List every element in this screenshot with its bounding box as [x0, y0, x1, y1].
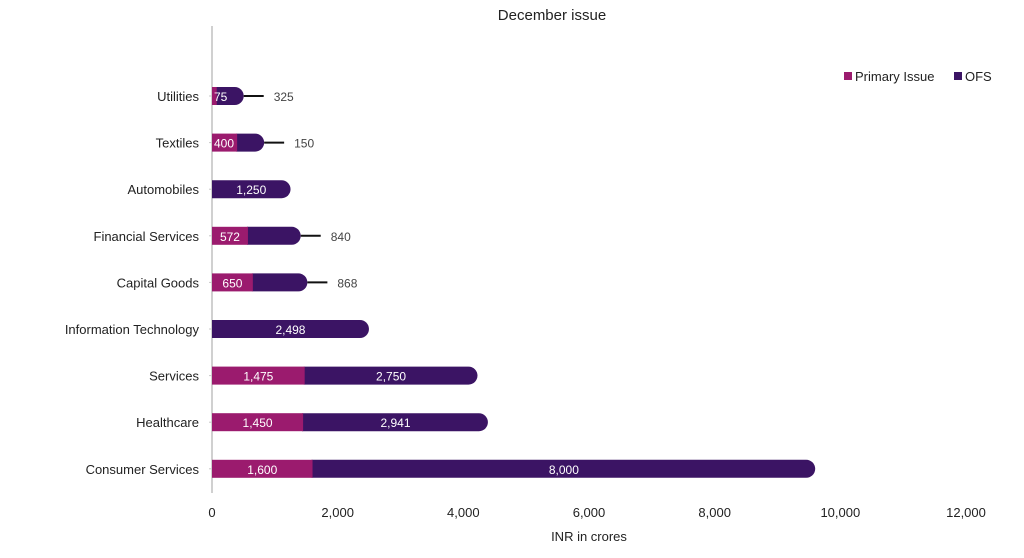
bar-ofs-healthcare [302, 413, 488, 432]
bar-primary-issue-capital-goods [212, 273, 253, 292]
data-label-primary-issue-services: 1,475 [243, 370, 273, 384]
bars: 325 75 150 400 1,250 840 572 868 650 2,498 2,750 1,… [209, 87, 816, 478]
data-label-primary-issue-utilities: 75 [214, 90, 228, 104]
category-label-utilities: Utilities [157, 89, 199, 104]
legend-swatch-ofs [954, 72, 962, 80]
bar-primary-issue-healthcare [212, 413, 304, 432]
bar-ofs-information-technology [212, 320, 369, 338]
category-label-capital-goods: Capital Goods [117, 275, 200, 290]
category-label-financial-services: Financial Services [94, 229, 200, 244]
data-label-primary-issue-healthcare: 1,450 [243, 416, 273, 430]
legend: Primary Issue OFS [844, 69, 992, 84]
chart-title: December issue [498, 7, 606, 24]
data-label-primary-issue-textiles: 400 [214, 137, 234, 151]
x-axis-label: INR in crores [551, 529, 627, 544]
category-label-consumer-services: Consumer Services [86, 462, 200, 477]
data-label-primary-issue-consumer-services: 1,600 [247, 463, 277, 477]
bar-ofs-capital-goods [251, 273, 308, 292]
category-label-services: Services [149, 369, 199, 384]
data-label-ofs-consumer-services: 8,000 [549, 463, 579, 477]
data-label-ofs-financial-services: 840 [331, 230, 351, 244]
x-tick-label-6: 12,000 [946, 505, 986, 520]
data-label-ofs-automobiles: 1,250 [236, 183, 266, 197]
bar-primary-issue-textiles [212, 133, 238, 152]
data-label-ofs-capital-goods: 868 [337, 276, 357, 290]
bar-ofs-textiles [236, 133, 265, 152]
data-label-primary-issue-capital-goods: 650 [222, 276, 242, 290]
category-label-textiles: Textiles [156, 136, 200, 151]
x-tick-label-3: 6,000 [573, 505, 606, 520]
x-tick-label-2: 4,000 [447, 505, 480, 520]
bar-ofs-services [303, 366, 478, 385]
x-tick-label-1: 2,000 [321, 505, 354, 520]
category-label-information-technology: Information Technology [65, 322, 200, 337]
bar-ofs-financial-services [246, 226, 301, 245]
legend-swatch-primary-issue [844, 72, 852, 80]
bar-ofs-utilities [215, 87, 244, 105]
data-label-ofs-information-technology: 2,498 [275, 323, 305, 337]
legend-label-ofs: OFS [965, 69, 992, 84]
bar-ofs-automobiles [212, 180, 291, 199]
x-tick-label-4: 8,000 [698, 505, 731, 520]
category-labels: Utilities Textiles Automobiles Financial Se… [65, 89, 200, 477]
bar-primary-issue-financial-services [212, 226, 248, 245]
bar-primary-issue-utilities [212, 87, 217, 105]
data-label-ofs-textiles: 150 [294, 137, 314, 151]
x-tick-label-5: 10,000 [820, 505, 860, 520]
data-label-primary-issue-financial-services: 572 [220, 230, 240, 244]
x-tick-label-0: 0 [208, 505, 215, 520]
bar-primary-issue-services [212, 366, 305, 385]
data-label-ofs-healthcare: 2,941 [380, 416, 410, 430]
bar-primary-issue-consumer-services [212, 459, 313, 478]
data-label-ofs-services: 2,750 [376, 370, 406, 384]
category-label-automobiles: Automobiles [127, 182, 199, 197]
category-label-healthcare: Healthcare [136, 415, 199, 430]
data-label-ofs-utilities: 325 [274, 90, 294, 104]
x-tick-labels: 0 2,000 4,000 6,000 8,000 10,000 12,000 [208, 505, 986, 520]
legend-label-primary-issue: Primary Issue [855, 69, 934, 84]
bar-ofs-consumer-services [311, 459, 816, 478]
